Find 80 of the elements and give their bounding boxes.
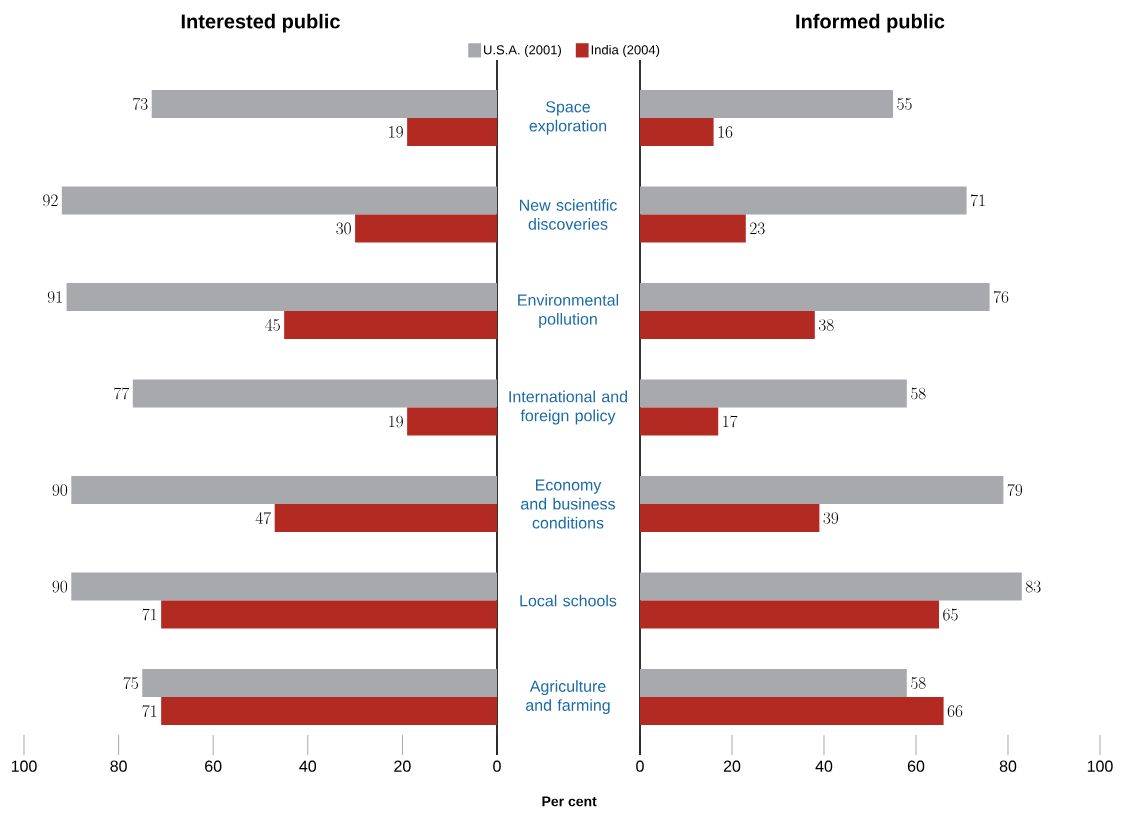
bar bbox=[640, 379, 907, 408]
legend-label: India (2004) bbox=[591, 44, 660, 58]
bar bbox=[640, 572, 1022, 601]
x-tick-label: 60 bbox=[907, 760, 925, 772]
data-label: 19 bbox=[389, 126, 403, 138]
data-label: 76 bbox=[993, 290, 1009, 303]
data-label: 91 bbox=[47, 291, 62, 303]
chart-title: Interested public bbox=[181, 13, 340, 33]
x-tick-label: 80 bbox=[999, 760, 1017, 772]
x-axis-title: Per cent bbox=[542, 796, 597, 807]
data-label: 77 bbox=[114, 387, 130, 400]
bar bbox=[640, 504, 820, 533]
x-tick-label: 20 bbox=[394, 760, 411, 772]
data-label: 55 bbox=[897, 98, 912, 110]
data-label: 47 bbox=[255, 511, 272, 524]
legend-label: U.S.A. (2001) bbox=[484, 44, 561, 58]
data-label: 38 bbox=[818, 319, 834, 331]
bar bbox=[640, 476, 1004, 505]
bar bbox=[407, 117, 497, 146]
data-label: 71 bbox=[142, 704, 157, 717]
data-label: 92 bbox=[43, 194, 58, 207]
data-label: 66 bbox=[947, 705, 963, 717]
bar bbox=[640, 669, 907, 698]
bar bbox=[66, 282, 497, 311]
data-label: 65 bbox=[943, 608, 958, 621]
data-label: 45 bbox=[265, 318, 280, 331]
x-tick-label: 40 bbox=[299, 760, 317, 772]
data-label: 73 bbox=[133, 97, 148, 110]
bar bbox=[142, 669, 497, 698]
bar bbox=[132, 379, 497, 408]
bar bbox=[407, 407, 497, 436]
x-tick-label: 100 bbox=[11, 760, 37, 772]
x-tick-label: 0 bbox=[493, 760, 501, 772]
data-label: 30 bbox=[336, 222, 351, 235]
x-tick-label: 80 bbox=[110, 760, 127, 772]
data-label: 39 bbox=[823, 512, 839, 524]
bar bbox=[284, 310, 497, 339]
data-label: 71 bbox=[142, 608, 157, 621]
bar bbox=[71, 572, 497, 601]
data-label: 75 bbox=[123, 676, 138, 689]
y-tick-label: Economy and business conditions bbox=[521, 479, 615, 529]
x-tick-label: 60 bbox=[205, 760, 222, 772]
bar bbox=[640, 407, 719, 436]
data-label: 16 bbox=[718, 126, 733, 138]
bar bbox=[355, 214, 497, 243]
bar bbox=[640, 117, 714, 146]
bar bbox=[161, 600, 497, 629]
bar bbox=[161, 697, 497, 726]
bar bbox=[640, 214, 746, 243]
bar bbox=[61, 186, 497, 215]
y-tick-label: Environmental pollution bbox=[518, 294, 619, 328]
bar bbox=[71, 476, 497, 505]
bar bbox=[151, 89, 497, 118]
data-label: 79 bbox=[1007, 483, 1023, 496]
data-label: 71 bbox=[970, 194, 985, 207]
x-tick-label: 20 bbox=[723, 760, 741, 772]
bar bbox=[640, 600, 939, 629]
data-label: 58 bbox=[911, 387, 926, 400]
bar bbox=[274, 504, 497, 533]
data-label: 90 bbox=[52, 484, 68, 496]
chart-title: Informed public bbox=[796, 13, 945, 33]
data-label: 17 bbox=[723, 415, 738, 428]
data-label: 23 bbox=[750, 222, 765, 235]
y-tick-label: Space exploration bbox=[529, 101, 607, 135]
x-tick-label: 40 bbox=[815, 760, 833, 772]
bar bbox=[640, 282, 990, 311]
data-label: 83 bbox=[1025, 580, 1041, 593]
bar bbox=[640, 697, 944, 726]
bar bbox=[640, 186, 967, 215]
y-tick-label: New scientific discoveries bbox=[519, 199, 617, 230]
data-label: 58 bbox=[911, 677, 926, 689]
y-tick-label: Agriculture and farming bbox=[525, 680, 610, 715]
x-tick-label: 0 bbox=[636, 760, 644, 772]
bar bbox=[640, 89, 893, 118]
bar bbox=[640, 310, 815, 339]
data-label: 19 bbox=[389, 415, 403, 428]
y-tick-label: International and foreign policy bbox=[509, 390, 627, 425]
data-label: 90 bbox=[52, 580, 68, 593]
y-tick-label: Local schools bbox=[520, 594, 617, 607]
x-tick-label: 100 bbox=[1087, 760, 1113, 772]
